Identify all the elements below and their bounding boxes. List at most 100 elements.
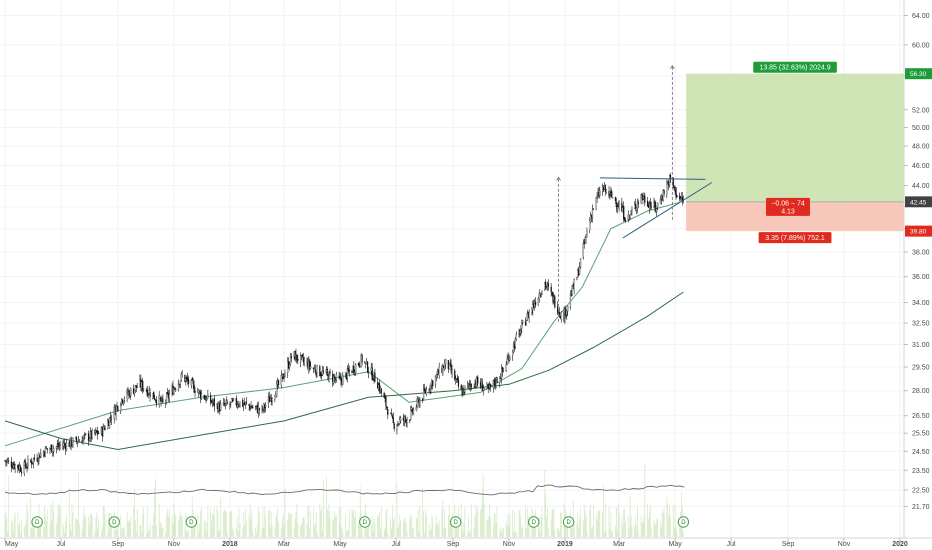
candle-body <box>191 378 193 381</box>
volume-bar <box>121 528 122 537</box>
volume-bar <box>211 520 212 537</box>
volume-bar <box>540 516 542 537</box>
volume-bar <box>242 529 244 537</box>
candle-body <box>391 415 393 418</box>
volume-bar <box>515 532 517 537</box>
candle-body <box>338 375 340 378</box>
volume-bar <box>475 504 477 537</box>
target-label-box <box>753 61 837 73</box>
price-tick-label: 48.00 <box>912 144 930 151</box>
candle-body <box>431 381 433 385</box>
candle-body <box>210 400 213 403</box>
candle-body <box>114 407 116 415</box>
candle-body <box>269 398 271 401</box>
stop-price-axis-label-text: 39.80 <box>910 229 927 236</box>
time-axis[interactable]: May Jul Sep Nov 2018 Mar May Jul Sep Nov 2019 Mar Ma… <box>4 538 908 548</box>
candle-body <box>357 363 360 366</box>
candle-body <box>177 383 180 391</box>
candle-body <box>220 403 222 411</box>
volume-bar <box>525 504 526 537</box>
candle-body <box>493 379 495 385</box>
candle-body <box>344 372 347 376</box>
candle-body <box>526 313 528 320</box>
candle-body <box>563 311 565 322</box>
candle-body <box>197 391 199 393</box>
volume-bar <box>14 511 16 537</box>
candle-body <box>564 308 566 322</box>
candle-body <box>26 466 28 468</box>
candle-body <box>494 382 496 386</box>
volume-bar <box>513 532 514 537</box>
candle-body <box>616 206 618 209</box>
volume-bar <box>308 506 310 537</box>
candle-body <box>409 419 411 422</box>
candlesticks <box>4 172 684 477</box>
long-position-tool[interactable] <box>686 73 904 232</box>
volume-bar <box>590 503 592 537</box>
volume-bar <box>537 516 539 537</box>
volume-bar <box>462 531 464 537</box>
volume-bar <box>649 511 650 537</box>
candle-body <box>539 295 541 297</box>
target-price-axis-label-box <box>905 68 932 80</box>
volume-bar <box>62 522 64 537</box>
candle-body <box>230 401 232 404</box>
volume-bar <box>154 486 156 537</box>
volume-bar <box>604 531 605 537</box>
volume-bar <box>438 519 440 537</box>
volume-bar <box>69 523 71 537</box>
candle-body <box>442 365 444 374</box>
candle-body <box>430 383 432 391</box>
volume-bar <box>19 521 21 537</box>
volume-bar <box>46 509 48 537</box>
volume-bar <box>71 504 73 537</box>
drawings[interactable] <box>556 64 713 322</box>
volume-bar <box>81 529 83 537</box>
candle-body <box>467 384 469 387</box>
candle-body <box>611 191 613 198</box>
volume-bar <box>425 515 427 537</box>
volume-bar <box>268 510 269 537</box>
candle-body <box>557 306 559 313</box>
candle-body <box>81 440 83 444</box>
price-tick-label: 26.50 <box>912 413 930 420</box>
candle-body <box>160 398 162 403</box>
volume-bar <box>586 530 588 537</box>
volume-bar <box>7 532 9 537</box>
candle-body <box>470 383 472 388</box>
volume-bar <box>104 514 106 537</box>
candle-body <box>512 350 514 356</box>
volume-bar <box>212 514 214 537</box>
volume-bar <box>419 506 421 537</box>
candle-body <box>566 310 568 316</box>
candle-body <box>300 355 303 356</box>
time-tick-label: Mar <box>278 541 291 548</box>
candle-body <box>642 197 644 200</box>
center-label-line2: 4.13 <box>781 208 795 215</box>
candle-body <box>174 388 176 390</box>
volume-bar <box>218 529 220 537</box>
volume-bar <box>625 520 626 537</box>
volume-bar <box>223 511 224 537</box>
volume-bar <box>464 506 466 537</box>
candle-body <box>134 385 136 391</box>
candle-body <box>527 312 529 319</box>
candle-body <box>258 407 260 411</box>
volume-bar <box>32 516 33 537</box>
dividend-marker-label: D <box>112 520 117 526</box>
candle-body <box>107 420 109 430</box>
candle-body <box>598 192 600 197</box>
volume-bar <box>166 513 167 537</box>
candle-body <box>403 415 405 422</box>
volume-bar <box>276 514 278 537</box>
candle-body <box>366 360 368 364</box>
candle-body <box>103 427 105 429</box>
volume-bar <box>33 519 34 537</box>
volume-bar <box>313 507 314 537</box>
candle-body <box>94 429 96 434</box>
candle-body <box>53 448 55 452</box>
candle-body <box>595 197 597 209</box>
volume-bar <box>482 474 484 537</box>
